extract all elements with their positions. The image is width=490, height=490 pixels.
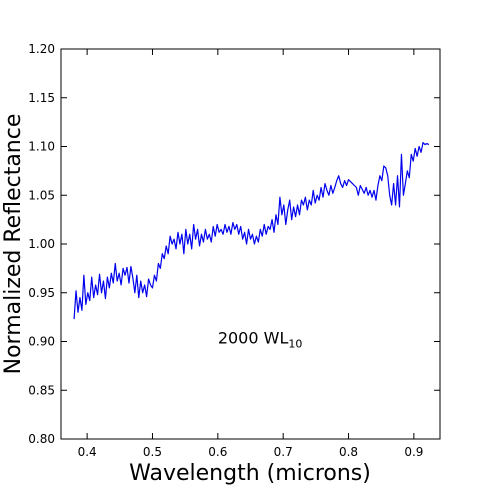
y-tick-label: 1.00 [28, 237, 55, 251]
y-tick-label: 0.95 [28, 286, 55, 300]
x-tick-label: 0.9 [404, 445, 423, 459]
x-tick-label: 0.6 [208, 445, 227, 459]
y-tick-label: 1.05 [28, 188, 55, 202]
x-tick-label: 0.7 [274, 445, 293, 459]
x-tick-label: 0.4 [78, 445, 97, 459]
x-tick-label: 0.8 [339, 445, 358, 459]
y-tick-label: 1.20 [28, 42, 55, 56]
y-tick-label: 0.85 [28, 383, 55, 397]
y-axis: 0.80 0.85 0.90 0.95 1.00 1.05 1.10 1.15 1.20 [28, 42, 440, 446]
y-tick-label: 1.10 [28, 140, 55, 154]
annotation-subscript: 10 [288, 338, 302, 351]
x-tick-label: 0.5 [143, 445, 162, 459]
y-axis-label: Normalized Reflectance [1, 114, 26, 375]
y-tick-label: 1.15 [28, 91, 55, 105]
y-tick-label: 0.90 [28, 335, 55, 349]
annotation-text: 2000 WL [218, 329, 289, 348]
annotation-label: 2000 WL10 [218, 329, 303, 351]
y-tick-label: 0.80 [28, 432, 55, 446]
series-line [73, 142, 430, 320]
x-axis-label: Wavelength (microns) [129, 461, 371, 486]
plot-area [60, 48, 441, 440]
x-axis: 0.4 0.5 0.6 0.7 0.8 0.9 [78, 49, 423, 459]
